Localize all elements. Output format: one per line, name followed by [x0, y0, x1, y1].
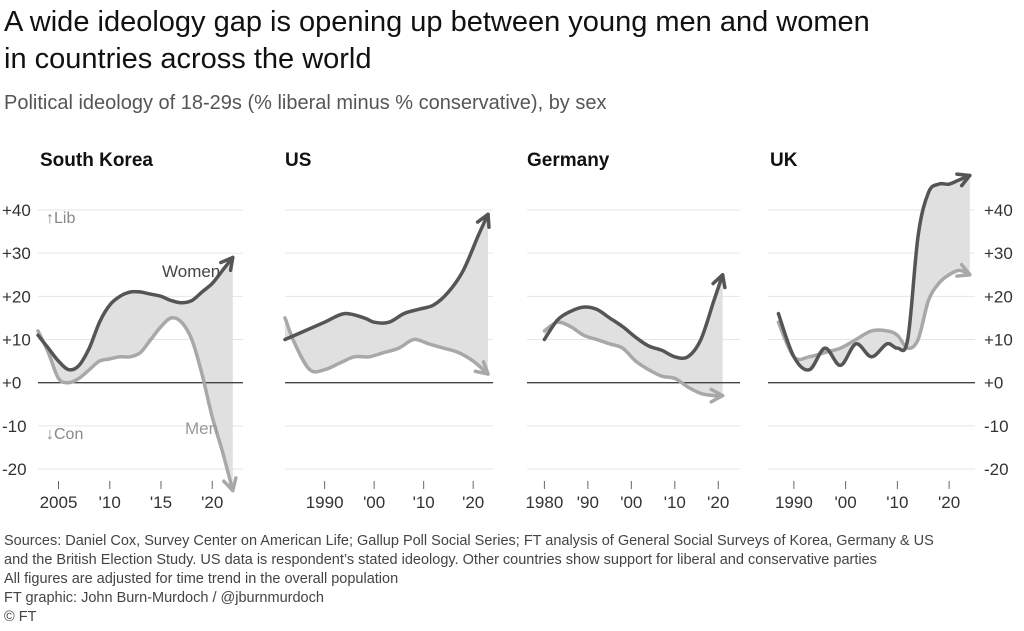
x-tick-label: '90 [577, 493, 599, 512]
women-arrow [475, 212, 491, 230]
source-line: Sources: Daniel Cox, Survey Center on Am… [4, 533, 934, 549]
chart-title-line-2: in countries across the world [4, 43, 372, 75]
y-tick-label: -20 [2, 460, 27, 479]
x-tick-label: '20 [707, 493, 729, 512]
gap-area [285, 214, 488, 374]
x-tick-label: '10 [413, 493, 435, 512]
chart-title: A wide ideology gap is opening up betwee… [4, 4, 1004, 78]
source-line: and the British Election Study. US data … [4, 552, 877, 568]
lib-label: ↑Lib [46, 210, 75, 227]
panel-title: Germany [527, 150, 610, 171]
y-tick-label: +10 [984, 331, 1013, 350]
men-series-label: Men [185, 419, 218, 438]
chart-subtitle: Political ideology of 18-29s (% liberal … [4, 92, 607, 114]
men-arrow [709, 387, 725, 404]
gap-area [544, 274, 723, 396]
men-arrow [955, 262, 972, 278]
men-line [36, 315, 235, 493]
y-tick-label: -10 [2, 417, 27, 436]
con-label: ↓Con [46, 426, 83, 443]
panel-title: US [285, 150, 311, 171]
x-tick-label: '00 [835, 493, 857, 512]
x-tick-label: '20 [462, 493, 484, 512]
y-tick-label: +0 [2, 374, 21, 393]
women-arrow [955, 172, 972, 188]
men-arrow [473, 360, 490, 376]
x-tick-label: 1990 [306, 493, 344, 512]
y-tick-label: +20 [984, 287, 1013, 306]
x-tick-label: 2005 [40, 493, 78, 512]
women-line [283, 212, 490, 342]
x-tick-label: 1980 [525, 493, 563, 512]
x-tick-label: '10 [664, 493, 686, 512]
x-tick-label: '00 [620, 493, 642, 512]
women-line [776, 173, 972, 372]
x-tick-label: '20 [201, 493, 223, 512]
women-series-label: Women [162, 262, 220, 281]
chart-title-line-1: A wide ideology gap is opening up betwee… [4, 6, 870, 38]
gap-area [38, 257, 233, 491]
x-tick-label: '10 [99, 493, 121, 512]
credit-line: FT graphic: John Burn-Murdoch / @jburnmu… [4, 590, 324, 606]
women-arrow [711, 273, 727, 290]
y-tick-label: -10 [984, 417, 1009, 436]
women-line [542, 273, 725, 361]
x-tick-label: '10 [886, 493, 908, 512]
y-tick-label: +10 [2, 331, 31, 350]
x-tick-label: '20 [938, 493, 960, 512]
y-tick-label: +30 [984, 244, 1013, 263]
x-tick-label: '15 [150, 493, 172, 512]
y-tick-label: +40 [2, 201, 31, 220]
men-line [283, 316, 490, 376]
gap-area [778, 175, 970, 370]
men-line [542, 320, 725, 398]
copyright-line: © FT [4, 609, 37, 625]
source-line: All figures are adjusted for time trend … [4, 571, 399, 587]
women-line [36, 255, 235, 372]
y-tick-label: +40 [984, 201, 1013, 220]
men-arrow [222, 476, 238, 493]
y-tick-label: -20 [984, 460, 1009, 479]
y-tick-label: +30 [2, 244, 31, 263]
y-tick-label: +20 [2, 287, 31, 306]
men-line [776, 268, 972, 362]
source-notes: Sources: Daniel Cox, Survey Center on Am… [4, 532, 1020, 627]
panel-title: UK [770, 150, 798, 171]
panel-title: South Korea [40, 150, 153, 171]
x-tick-label: '00 [363, 493, 385, 512]
x-tick-label: 1990 [775, 493, 813, 512]
women-arrow [219, 255, 235, 273]
y-tick-label: +0 [984, 374, 1003, 393]
